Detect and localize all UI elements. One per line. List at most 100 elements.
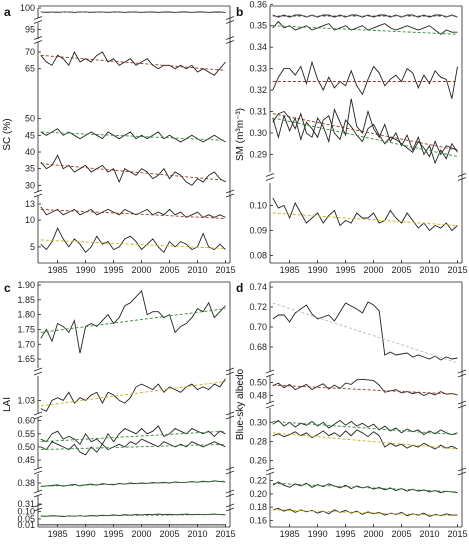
y-tick-label: 1.90 bbox=[17, 280, 35, 290]
axis-break-mark bbox=[225, 371, 235, 376]
y-tick-label: 0.28 bbox=[249, 436, 267, 446]
y-tick-label: 0.16 bbox=[249, 515, 267, 525]
axis-break-mark bbox=[33, 466, 43, 471]
trend-line bbox=[40, 308, 226, 333]
trend-line bbox=[40, 480, 226, 487]
axis-break-mark bbox=[225, 493, 235, 498]
series-line bbox=[40, 438, 226, 456]
axis-break-mark bbox=[225, 415, 235, 420]
y-tick-label: 0.32 bbox=[249, 85, 267, 95]
axis-break-mark bbox=[265, 177, 275, 181]
y-tick-label: 0.08 bbox=[249, 251, 267, 261]
panel-letter-a: a bbox=[4, 5, 11, 19]
y-tick-label: 0.48 bbox=[249, 391, 267, 401]
axis-break-mark bbox=[33, 20, 43, 24]
axis-break-mark bbox=[225, 367, 235, 372]
panel-a: a SC (%) 1985 1990 1995 2000 2005 2010 2015 100 95… bbox=[2, 3, 236, 275]
y-tick-label: 0.74 bbox=[249, 282, 267, 292]
series-line bbox=[272, 98, 458, 165]
x-tick-label: 2015 bbox=[448, 265, 468, 275]
x-tick-label: 2000 bbox=[132, 265, 152, 275]
x-tick-label: 2010 bbox=[420, 529, 440, 539]
y-tick-label: 0.72 bbox=[249, 302, 267, 312]
y-tick-label: 50 bbox=[25, 114, 35, 124]
y-tick-label: 0.36 bbox=[249, 0, 267, 9]
y-tick-label: 0.09 bbox=[249, 226, 267, 236]
trend-line bbox=[272, 482, 458, 493]
y-tick-label: 0.38 bbox=[17, 478, 35, 488]
trend-line bbox=[40, 513, 226, 517]
y-tick-label: 0.60 bbox=[17, 416, 35, 426]
trend-line bbox=[272, 432, 458, 450]
axis-break-mark bbox=[33, 367, 43, 372]
axis-break-mark bbox=[225, 411, 235, 416]
y-tick-label: 0.45 bbox=[17, 455, 35, 465]
axis-break-mark bbox=[225, 20, 235, 24]
y-tick-label: 95 bbox=[25, 24, 35, 34]
axis-break-mark bbox=[225, 193, 235, 198]
x-tick-label: 2005 bbox=[160, 529, 180, 539]
trend-line bbox=[272, 302, 458, 364]
y-axis-label-a: SC (%) bbox=[2, 118, 13, 150]
y-tick-label: 1.03 bbox=[17, 395, 35, 405]
axis-break-mark bbox=[457, 471, 467, 476]
axis-segment: 0.74 0.72 0.70 0.68 bbox=[249, 282, 458, 372]
series-line bbox=[272, 419, 458, 436]
x-tick-label: 2005 bbox=[160, 265, 180, 275]
axis-break-mark bbox=[225, 16, 235, 20]
x-tick-label: 2000 bbox=[364, 265, 384, 275]
panel-c: c LAI 1985 1990 1995 2000 2005 2010 2015 1.90 1.85… bbox=[2, 280, 236, 539]
x-tick-label: 2010 bbox=[188, 265, 208, 275]
axis-segment: 0.31 bbox=[17, 489, 235, 509]
axis-segment: 95 bbox=[25, 16, 235, 39]
series-line bbox=[40, 128, 226, 143]
axis-break-mark bbox=[225, 489, 235, 494]
x-tick-label: 1995 bbox=[336, 265, 356, 275]
y-tick-label: 0.70 bbox=[249, 322, 267, 332]
y-tick-label: 0.20 bbox=[249, 489, 267, 499]
trend-line bbox=[272, 384, 458, 395]
series-line bbox=[272, 429, 458, 450]
y-axis-label-b: SM (m³m⁻³) bbox=[235, 108, 246, 161]
series-line bbox=[272, 20, 458, 35]
y-tick-label: 65 bbox=[25, 64, 35, 74]
x-tick-label: 1990 bbox=[308, 265, 328, 275]
x-tick-label: 2000 bbox=[132, 529, 152, 539]
y-tick-label: 1.70 bbox=[17, 339, 35, 349]
axis-break-mark bbox=[457, 467, 467, 472]
axis-break-mark bbox=[33, 489, 43, 494]
x-tick-label: 1995 bbox=[104, 265, 124, 275]
y-tick-label: 0.29 bbox=[249, 149, 267, 159]
axis-segment: 0.30 0.28 0.26 bbox=[249, 400, 467, 470]
trend-line bbox=[272, 25, 458, 35]
axis-break-mark bbox=[225, 40, 235, 44]
x-tick-label: 1995 bbox=[104, 529, 124, 539]
trend-line bbox=[272, 113, 458, 151]
panel-d: d Blue-sky albedo 1985 1990 1995 2000 2005 2010… bbox=[235, 281, 468, 539]
axis-break-mark bbox=[265, 369, 275, 374]
x-tick-label: 1985 bbox=[48, 265, 68, 275]
trend-line bbox=[272, 509, 458, 517]
series-line bbox=[272, 114, 458, 158]
x-tick-label: 2010 bbox=[420, 265, 440, 275]
trend-line bbox=[272, 117, 458, 157]
series-line bbox=[272, 197, 458, 232]
axis-segment: 100 bbox=[20, 3, 226, 18]
panel-letter-b: b bbox=[236, 5, 243, 19]
x-tick-label: 1995 bbox=[336, 529, 356, 539]
y-tick-label: 0.10 bbox=[17, 507, 35, 517]
axis-break-mark bbox=[33, 415, 43, 420]
axis-break-mark bbox=[225, 189, 235, 194]
x-tick-label: 1985 bbox=[280, 265, 300, 275]
axis-break-mark bbox=[265, 404, 275, 409]
x-tick-label: 1990 bbox=[76, 265, 96, 275]
y-tick-label: 0.10 bbox=[249, 201, 267, 211]
series-line bbox=[272, 301, 458, 361]
y-tick-label: 1.85 bbox=[17, 295, 35, 305]
series-line bbox=[272, 378, 458, 397]
y-tick-label: 5 bbox=[30, 242, 35, 252]
axis-break-mark bbox=[225, 466, 235, 471]
y-tick-label: 40 bbox=[25, 147, 35, 157]
axis-break-mark bbox=[457, 369, 467, 374]
